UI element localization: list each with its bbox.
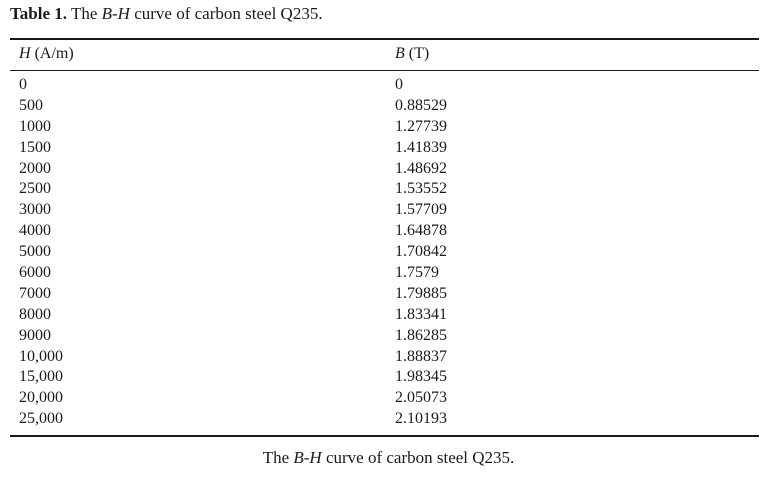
table-row: 1000 1.27739 xyxy=(0,117,777,138)
cell-b: 1.70842 xyxy=(395,243,447,261)
table-top-rule xyxy=(10,38,759,40)
cell-b: 0 xyxy=(395,76,403,93)
cell-h: 2500 xyxy=(19,180,51,198)
cell-h: 500 xyxy=(19,96,43,114)
cell-b: 1.64878 xyxy=(395,222,447,240)
caption-text-post: curve of carbon steel Q235. xyxy=(129,4,323,23)
table-bottom-rule xyxy=(10,435,759,437)
cell-h: 1000 xyxy=(19,117,51,135)
cell-b: 2.10193 xyxy=(395,410,447,428)
cell-b: 1.48692 xyxy=(395,159,447,177)
column-header-h-var: H xyxy=(19,45,31,62)
table-row: 20,000 2.05073 xyxy=(0,388,777,409)
table-row: 5000 1.70842 xyxy=(0,242,777,263)
cell-b: 0.88529 xyxy=(395,96,447,114)
cell-h: 25,000 xyxy=(19,410,63,428)
cell-h: 10,000 xyxy=(19,347,63,365)
column-header-b-unit: (T) xyxy=(404,45,430,62)
column-header-h: H (A/m) xyxy=(19,45,74,63)
table-row: 9000 1.86285 xyxy=(0,326,777,347)
cell-h: 2000 xyxy=(19,159,51,177)
table-row: 8000 1.83341 xyxy=(0,305,777,326)
cell-h: 15,000 xyxy=(19,368,63,386)
cell-h: 5000 xyxy=(19,243,51,261)
column-header-h-unit: (A/m) xyxy=(30,45,74,62)
cell-b: 1.98345 xyxy=(395,368,447,386)
table-row: 25,000 2.10193 xyxy=(0,409,777,430)
footer-text-pre: The xyxy=(262,448,294,467)
table-row: 7000 1.79885 xyxy=(0,284,777,305)
cell-b: 1.53552 xyxy=(395,180,447,198)
caption-text-pre: The xyxy=(67,4,102,23)
figure-caption: The B-H curve of carbon steel Q235. xyxy=(0,448,777,468)
caption-variable: B-H xyxy=(101,4,130,23)
table-row: 500 0.88529 xyxy=(0,96,777,117)
column-header-b-var: B xyxy=(395,45,405,62)
cell-b: 1.57709 xyxy=(395,201,447,219)
cell-h: 3000 xyxy=(19,201,51,219)
table-row: 4000 1.64878 xyxy=(0,221,777,242)
cell-b: 1.79885 xyxy=(395,284,447,302)
footer-text-post: curve of carbon steel Q235. xyxy=(321,448,515,467)
cell-b: 1.7579 xyxy=(395,264,439,282)
cell-h: 9000 xyxy=(19,326,51,344)
cell-b: 1.83341 xyxy=(395,305,447,323)
cell-h: 20,000 xyxy=(19,389,63,407)
table-caption: Table 1. The B-H curve of carbon steel Q… xyxy=(10,4,323,24)
table-body: 0 0 500 0.88529 1000 1.27739 1500 1.41839 2000 1.… xyxy=(0,75,777,430)
cell-b: 1.41839 xyxy=(395,138,447,156)
cell-h: 4000 xyxy=(19,222,51,240)
table-row: 1500 1.41839 xyxy=(0,138,777,159)
cell-h: 7000 xyxy=(19,284,51,302)
table-label: Table 1. xyxy=(10,4,68,23)
cell-h: 0 xyxy=(19,76,27,93)
table-row: 2500 1.53552 xyxy=(0,179,777,200)
table-row: 2000 1.48692 xyxy=(0,159,777,180)
table-row: 6000 1.7579 xyxy=(0,263,777,284)
column-header-b: B (T) xyxy=(395,45,429,63)
footer-variable: B-H xyxy=(293,448,322,467)
cell-b: 1.27739 xyxy=(395,117,447,135)
table-row: 15,000 1.98345 xyxy=(0,367,777,388)
cell-b: 1.88837 xyxy=(395,347,447,365)
cell-h: 1500 xyxy=(19,138,51,156)
table-header-rule xyxy=(10,70,759,71)
cell-h: 8000 xyxy=(19,305,51,323)
cell-h: 6000 xyxy=(19,264,51,282)
table-row: 10,000 1.88837 xyxy=(0,347,777,368)
table-row: 3000 1.57709 xyxy=(0,200,777,221)
cell-b: 2.05073 xyxy=(395,389,447,407)
cell-b: 1.86285 xyxy=(395,326,447,344)
